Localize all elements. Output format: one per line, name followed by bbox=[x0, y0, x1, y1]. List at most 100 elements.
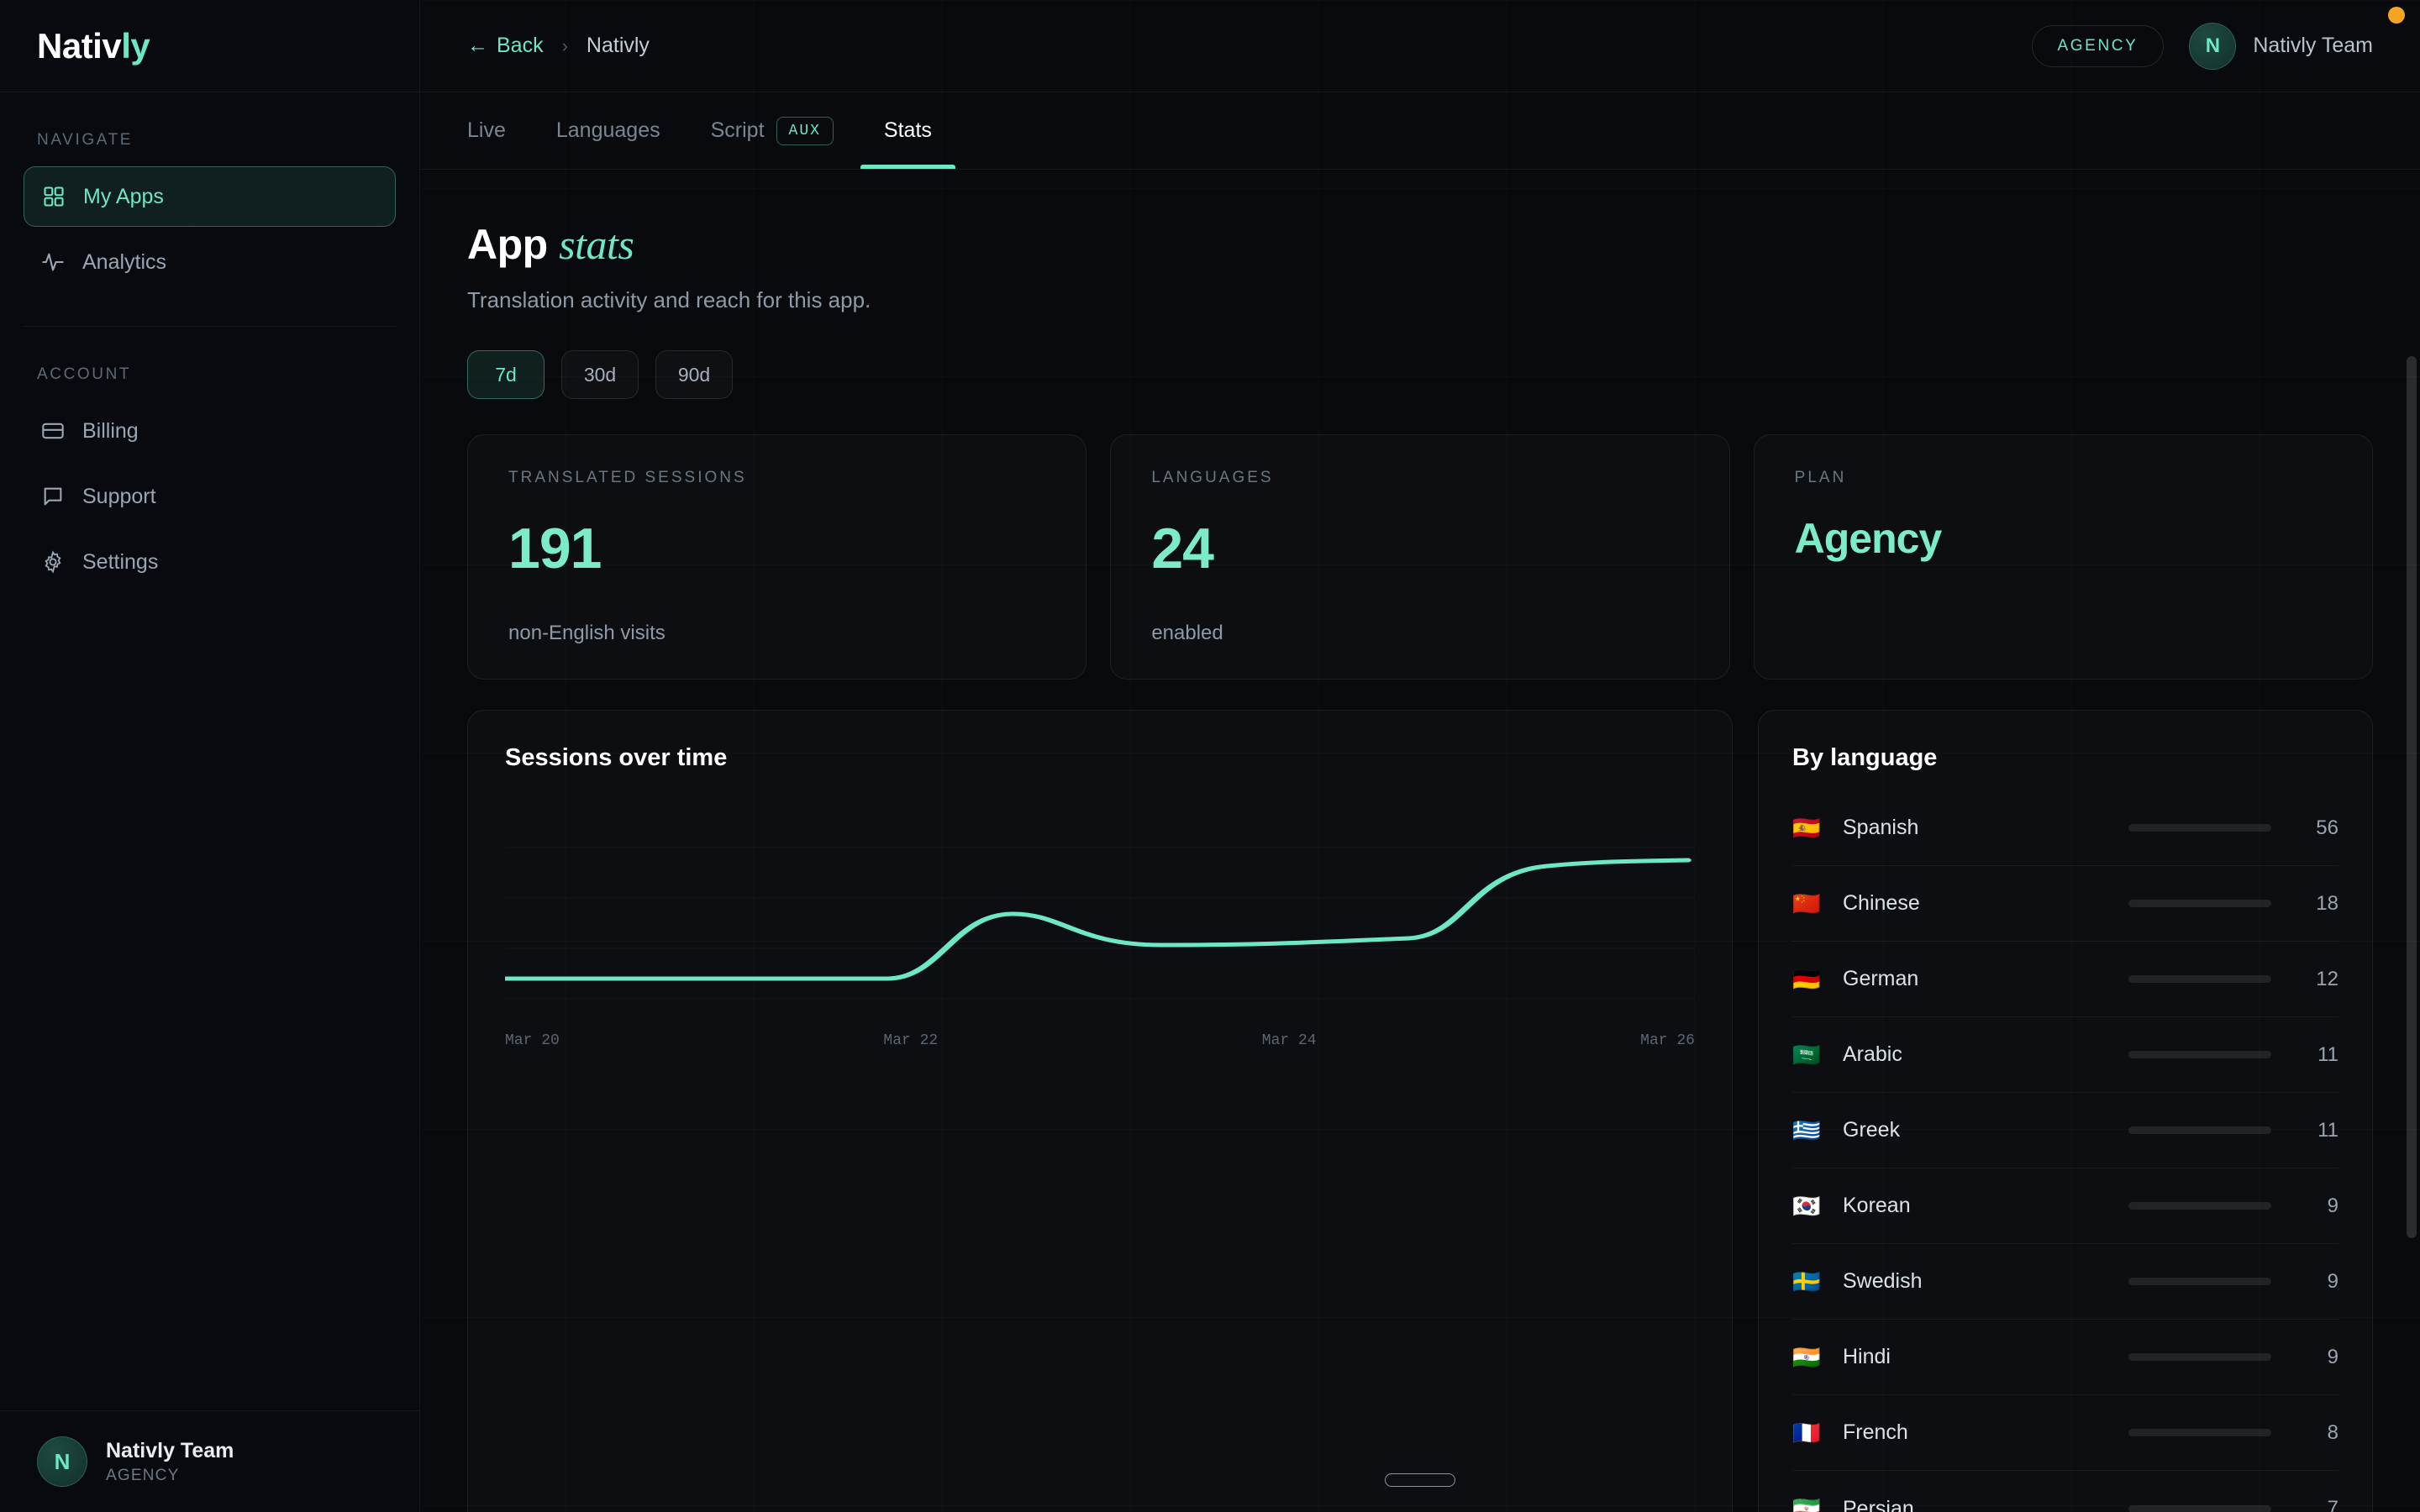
language-bar-track bbox=[2128, 1504, 2271, 1512]
user-name: Nativly Team bbox=[2253, 34, 2373, 57]
stat-value: Agency bbox=[1794, 515, 1943, 562]
range-button-7d[interactable]: 7d bbox=[467, 350, 544, 399]
stat-value: 24 bbox=[1151, 517, 1214, 580]
page-title-italic: stats bbox=[559, 221, 634, 268]
language-bar-track bbox=[2128, 975, 2271, 983]
language-row[interactable]: 🇸🇦 Arabic 11 bbox=[1792, 1017, 2338, 1093]
tab-languages[interactable]: Languages bbox=[531, 92, 686, 169]
language-name: Chinese bbox=[1843, 891, 1920, 915]
flag-icon: 🇫🇷 bbox=[1792, 1420, 1821, 1446]
plan-badge[interactable]: AGENCY bbox=[2031, 24, 2165, 67]
chart-line-sessions bbox=[505, 858, 1691, 981]
page-title-bold: App bbox=[467, 221, 548, 268]
language-row[interactable]: 🇫🇷 French 8 bbox=[1792, 1395, 2338, 1471]
sidebar: Nativly NAVIGATE My Apps bbox=[0, 0, 420, 1512]
language-row[interactable]: 🇨🇳 Chinese 18 bbox=[1792, 866, 2338, 942]
sidebar-user-footer[interactable]: N Nativly Team AGENCY bbox=[0, 1410, 419, 1512]
language-count: 18 bbox=[2316, 891, 2338, 915]
tab-label: Script bbox=[710, 118, 765, 142]
notification-dot-icon[interactable] bbox=[2388, 7, 2405, 24]
language-row[interactable]: 🇮🇷 Persian 7 bbox=[1792, 1471, 2338, 1512]
account-section: ACCOUNT Billing Support bbox=[0, 327, 419, 597]
page-subtitle: Translation activity and reach for this … bbox=[467, 287, 871, 312]
sidebar-item-support[interactable]: Support bbox=[24, 466, 396, 527]
language-count: 8 bbox=[2327, 1420, 2338, 1444]
language-list: 🇪🇸 Spanish 56 🇨🇳 Chinese 18 🇩🇪 German 12 🇸🇦 Arabic… bbox=[1792, 790, 2338, 1512]
chart-x-axis: Mar 20 Mar 22 Mar 24 Mar 26 bbox=[505, 1032, 1695, 1049]
language-panel-title: By language bbox=[1792, 744, 1938, 771]
language-row[interactable]: 🇩🇪 German 12 bbox=[1792, 942, 2338, 1017]
range-button-30d[interactable]: 30d bbox=[561, 350, 639, 399]
tab-script[interactable]: Script AUX bbox=[686, 92, 859, 169]
sidebar-item-my-apps[interactable]: My Apps bbox=[24, 166, 396, 227]
language-row[interactable]: 🇸🇪 Swedish 9 bbox=[1792, 1244, 2338, 1320]
back-button[interactable]: ← Back bbox=[467, 34, 544, 58]
sidebar-divider bbox=[24, 326, 396, 327]
flag-icon: 🇮🇷 bbox=[1792, 1496, 1821, 1512]
aux-badge: AUX bbox=[776, 116, 834, 145]
chart-title: Sessions over time bbox=[505, 744, 728, 771]
flag-icon: 🇪🇸 bbox=[1792, 815, 1821, 841]
language-count: 11 bbox=[2317, 1042, 2338, 1066]
x-tick-label: Mar 20 bbox=[505, 1032, 560, 1049]
navigate-section-label: NAVIGATE bbox=[37, 131, 134, 149]
page-title: App stats bbox=[467, 220, 2373, 269]
breadcrumb: ← Back › Nativly bbox=[467, 34, 650, 58]
user-menu[interactable]: N Nativly Team bbox=[2189, 22, 2373, 70]
tab-label: Stats bbox=[883, 118, 932, 142]
language-bar-track bbox=[2128, 1126, 2271, 1134]
panels-row: Sessions over time Mar bbox=[467, 710, 2373, 1512]
sidebar-spacer bbox=[0, 597, 419, 1410]
language-row[interactable]: 🇬🇷 Greek 11 bbox=[1792, 1093, 2338, 1168]
tab-stats[interactable]: Stats bbox=[859, 92, 957, 169]
language-row[interactable]: 🇮🇳 Hindi 9 bbox=[1792, 1320, 2338, 1395]
flag-icon: 🇬🇷 bbox=[1792, 1117, 1821, 1143]
language-row[interactable]: 🇰🇷 Korean 9 bbox=[1792, 1168, 2338, 1244]
sidebar-user-plan: AGENCY bbox=[106, 1467, 180, 1485]
language-name: Spanish bbox=[1843, 816, 1919, 839]
horizontal-scrollbar[interactable] bbox=[1385, 1473, 1455, 1487]
flag-icon: 🇸🇪 bbox=[1792, 1268, 1821, 1294]
sessions-over-time-card: Sessions over time Mar bbox=[467, 710, 1733, 1512]
language-count: 9 bbox=[2327, 1269, 2338, 1293]
stat-label: PLAN bbox=[1794, 469, 1847, 486]
flag-icon: 🇩🇪 bbox=[1792, 966, 1821, 992]
account-section-label: ACCOUNT bbox=[37, 365, 132, 383]
sidebar-user-name: Nativly Team bbox=[106, 1438, 234, 1462]
vertical-scrollbar[interactable] bbox=[2407, 356, 2417, 1238]
activity-icon bbox=[40, 249, 66, 275]
content-area: App stats Translation activity and reach… bbox=[420, 170, 2420, 1512]
language-bar-track bbox=[2128, 1429, 2271, 1436]
language-name: Korean bbox=[1843, 1194, 1911, 1217]
breadcrumb-current: Nativly bbox=[586, 34, 650, 57]
range-toggle-group: 7d 30d 90d bbox=[467, 350, 2373, 399]
stat-card-translated-sessions: TRANSLATED SESSIONS 191 non-English visi… bbox=[467, 434, 1087, 680]
tab-live[interactable]: Live bbox=[467, 92, 531, 169]
topbar-right: AGENCY N Nativly Team bbox=[2031, 22, 2373, 70]
sidebar-item-billing[interactable]: Billing bbox=[24, 401, 396, 461]
tab-bar: Live Languages Script AUX Stats bbox=[420, 92, 2420, 170]
tab-label: Languages bbox=[555, 118, 660, 142]
language-bar-track bbox=[2128, 824, 2271, 832]
language-count: 9 bbox=[2327, 1345, 2338, 1368]
sidebar-item-label: My Apps bbox=[83, 184, 164, 208]
sessions-line-chart bbox=[505, 847, 1695, 1000]
sidebar-item-label: Settings bbox=[82, 549, 159, 574]
flag-icon: 🇨🇳 bbox=[1792, 890, 1821, 916]
sidebar-item-analytics[interactable]: Analytics bbox=[24, 232, 396, 292]
app-logo[interactable]: Nativly bbox=[37, 26, 150, 66]
range-button-90d[interactable]: 90d bbox=[655, 350, 733, 399]
language-name: Arabic bbox=[1843, 1042, 1902, 1066]
avatar: N bbox=[37, 1436, 87, 1487]
sidebar-item-settings[interactable]: Settings bbox=[24, 532, 396, 592]
sidebar-item-label: Support bbox=[82, 484, 156, 508]
language-count: 11 bbox=[2317, 1118, 2338, 1142]
stat-card-languages: LANGUAGES 24 enabled bbox=[1110, 434, 1730, 680]
x-tick-label: Mar 22 bbox=[883, 1032, 939, 1049]
navigate-section: NAVIGATE My Apps bbox=[0, 92, 419, 297]
flag-icon: 🇰🇷 bbox=[1792, 1193, 1821, 1219]
stat-value: 191 bbox=[508, 517, 602, 580]
language-row[interactable]: 🇪🇸 Spanish 56 bbox=[1792, 790, 2338, 866]
flag-icon: 🇮🇳 bbox=[1792, 1344, 1821, 1370]
